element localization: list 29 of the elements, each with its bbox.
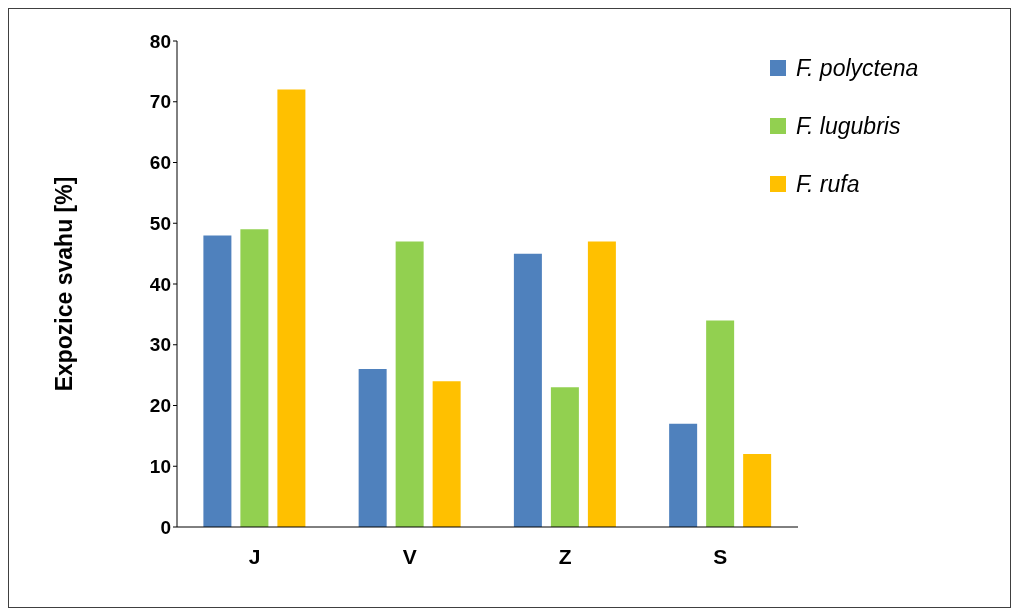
- legend-label: F. rufa: [796, 170, 860, 198]
- y-tick-label: 40: [149, 273, 171, 295]
- legend-label: F. polyctena: [796, 54, 919, 82]
- x-tick-label: V: [402, 544, 417, 568]
- x-tick-label: J: [248, 544, 261, 568]
- bar: [358, 369, 387, 527]
- bar: [550, 387, 579, 527]
- bar: [240, 229, 269, 527]
- x-tick-label: Z: [558, 544, 572, 568]
- y-tick-label: 60: [149, 152, 171, 174]
- y-tick-label: 80: [149, 30, 171, 52]
- bar: [587, 241, 616, 527]
- y-tick-label: 50: [149, 212, 171, 234]
- y-tick-label: 20: [149, 395, 171, 417]
- bar: [395, 241, 424, 527]
- bar: [513, 253, 542, 527]
- x-tick-label: S: [713, 544, 728, 568]
- bar: [203, 235, 232, 527]
- y-tick-label: 70: [149, 91, 171, 113]
- y-axis-title: Expozice svahu [%]: [51, 176, 78, 392]
- bar: [432, 381, 461, 527]
- bar: [669, 423, 698, 527]
- y-tick-label: 10: [149, 455, 171, 477]
- legend-label: F. lugubris: [796, 112, 901, 140]
- bar: [706, 320, 735, 527]
- bar: [743, 454, 772, 527]
- bar: [277, 89, 306, 527]
- y-tick-label: 30: [149, 334, 171, 356]
- y-tick-label: 0: [160, 516, 171, 538]
